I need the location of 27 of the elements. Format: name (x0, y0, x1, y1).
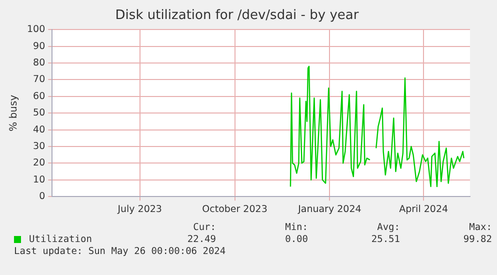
y-tick-label: 50 (33, 108, 46, 119)
text: 99.82 (462, 234, 492, 246)
y-tick-label: 70 (33, 74, 46, 86)
y-axis-title: % busy (8, 94, 20, 132)
y-tick-label: 20 (33, 158, 46, 169)
text: 25.51 (370, 234, 400, 246)
text: Last update: Sun May 26 00:00:06 2024 (14, 246, 227, 258)
y-tick-label: 60 (33, 90, 46, 102)
text: Cur: (192, 222, 216, 234)
text: 0.00 (284, 234, 308, 246)
x-tick-label: October 2023 (202, 204, 268, 215)
y-tick-label: 100 (26, 24, 46, 36)
text: Min: (284, 222, 308, 234)
y-tick-label: 10 (33, 174, 46, 186)
x-tick-label: April 2024 (399, 204, 448, 215)
legend-label: Utilization (28, 234, 93, 246)
y-tick-label: 90 (33, 40, 46, 52)
y-tick-label: 80 (33, 57, 46, 68)
y-tick-label: 40 (33, 124, 46, 136)
text: Max: (468, 222, 492, 234)
x-tick-label: January 2024 (297, 204, 362, 215)
text: Avg: (376, 222, 400, 234)
y-tick-label: 0 (39, 191, 46, 202)
y-tick-label: 30 (33, 140, 46, 152)
chart-title: Disk utilization for /dev/sdai - by year (115, 8, 360, 24)
text: 22.49 (186, 234, 216, 246)
x-tick-label: July 2023 (116, 204, 162, 215)
